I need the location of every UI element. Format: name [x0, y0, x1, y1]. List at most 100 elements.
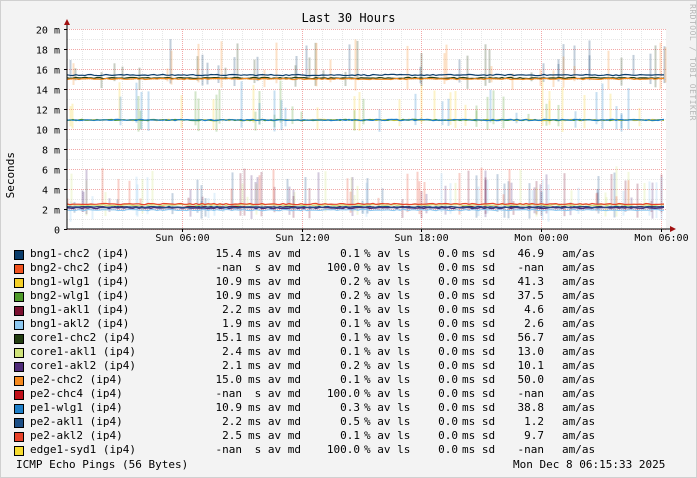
legend-avg-unit: ms av md: [248, 373, 301, 386]
legend-am-unit: am/as: [562, 247, 596, 260]
legend-swatch: [14, 292, 24, 302]
legend-loss-unit: % av ls: [364, 345, 411, 358]
legend-am-value: 9.7: [524, 429, 544, 442]
legend-swatch: [14, 362, 24, 372]
legend-loss-unit: % av ls: [364, 373, 411, 386]
legend-loss-value: 0.1: [340, 331, 360, 344]
legend-loss-value: 0.2: [340, 359, 360, 372]
legend-am-value: -nan: [517, 443, 545, 456]
x-axis-ticks: Sun 06:00 Sun 12:00 Sun 18:00 Mon 00:00 Mon …: [155, 229, 689, 244]
legend-avg-value: -nan: [215, 261, 243, 274]
y-tick-label: 10 m: [36, 126, 60, 137]
plot-background: [67, 29, 666, 229]
legend-am-unit: am/as: [562, 415, 596, 428]
legend-swatch: [14, 390, 24, 400]
y-tick-label: 8 m: [42, 146, 60, 157]
legend-avg-value: 10.9: [215, 275, 243, 288]
legend-avg-unit: ms av md: [248, 247, 301, 260]
legend-series-name: bng2-chc2 (ip4): [30, 261, 130, 274]
series-line: [66, 73, 664, 77]
y-tick-label: 6 m: [42, 166, 60, 177]
legend-am-value: -nan: [517, 387, 545, 400]
legend-series-name: core1-akl1 (ip4): [30, 345, 136, 358]
y-tick-label: 2 m: [42, 206, 60, 217]
chart-title: Last 30 Hours: [301, 11, 396, 25]
legend-am-unit: am/as: [562, 345, 596, 358]
legend-sd-unit: ms sd: [462, 443, 496, 456]
legend-swatch: [14, 264, 24, 274]
legend-am-unit: am/as: [562, 317, 596, 330]
legend-loss-unit: % av ls: [364, 401, 411, 414]
legend-loss-value: 0.1: [340, 373, 360, 386]
legend-series-name: bng1-akl2 (ip4): [30, 317, 130, 330]
footer-timestamp: Mon Dec 8 06:15:33 2025: [513, 458, 666, 471]
legend-am-unit: am/as: [562, 289, 596, 302]
legend-sd-unit: ms sd: [462, 359, 496, 372]
y-tick-label: 16 m: [36, 66, 60, 77]
legend-series-name: pe2-akl2 (ip4): [30, 429, 123, 442]
legend-loss-unit: % av ls: [364, 289, 411, 302]
legend-avg-unit: ms av md: [248, 345, 301, 358]
series-line: [66, 77, 664, 81]
legend-avg-unit: ms av md: [248, 401, 301, 414]
legend-avg-value: 2.2: [222, 303, 242, 316]
legend-am-unit: am/as: [562, 359, 596, 372]
legend-sd-value: 0.0: [438, 429, 458, 442]
legend-swatch: [14, 250, 24, 260]
legend-loss-unit: % av ls: [364, 415, 411, 428]
x-tick-label: Mon 00:00: [514, 233, 568, 244]
legend-avg-value: 2.4: [222, 345, 242, 358]
legend-sd-value: 0.0: [438, 247, 458, 260]
legend-loss-unit: % av ls: [364, 261, 411, 274]
legend-loss-value: 0.3: [340, 401, 360, 414]
legend-am-value: 50.0: [517, 373, 545, 386]
plot-area: 0 2 m 4 m 6 m 8 m 10 m 12 m 14 m 16 m 18 m 20 m Su…: [36, 19, 689, 244]
legend-avg-value: 15.1: [215, 331, 243, 344]
y-axis-arrow: [64, 19, 70, 25]
legend-loss-unit: % av ls: [364, 331, 411, 344]
legend-sd-unit: ms sd: [462, 261, 496, 274]
legend-swatch: [14, 446, 24, 456]
series-lines: [66, 73, 665, 212]
legend-avg-value: 15.4: [215, 247, 243, 260]
legend-series-name: bng2-wlg1 (ip4): [30, 289, 130, 302]
legend-sd-unit: ms sd: [462, 345, 496, 358]
legend-sd-value: 0.0: [438, 359, 458, 372]
y-tick-label: 4 m: [42, 186, 60, 197]
legend-sd-unit: ms sd: [462, 303, 496, 316]
legend-am-value: 1.2: [524, 415, 544, 428]
legend-loss-value: 0.1: [340, 247, 360, 260]
legend-am-value: 46.9: [517, 247, 545, 260]
legend-sd-unit: ms sd: [462, 373, 496, 386]
legend-avg-unit: ms av md: [248, 303, 301, 316]
legend-sd-value: 0.0: [438, 331, 458, 344]
y-tick-label: 20 m: [36, 26, 60, 37]
legend-loss-value: 100.0: [326, 387, 360, 400]
legend-swatch: [14, 348, 24, 358]
y-tick-label: 12 m: [36, 106, 60, 117]
legend-swatch: [14, 334, 24, 344]
legend-loss-unit: % av ls: [364, 359, 411, 372]
legend-sd-value: 0.0: [438, 303, 458, 316]
legend-series-name: core1-chc2 (ip4): [30, 331, 136, 344]
legend-sd-unit: ms sd: [462, 415, 496, 428]
legend-series-name: pe1-wlg1 (ip4): [30, 401, 123, 414]
legend-am-unit: am/as: [562, 373, 596, 386]
legend-swatch: [14, 320, 24, 330]
legend-am-value: 13.0: [517, 345, 545, 358]
legend-sd-value: 0.0: [438, 443, 458, 456]
legend-sd-unit: ms sd: [462, 247, 496, 260]
legend-sd-unit: ms sd: [462, 317, 496, 330]
legend-avg-value: 10.9: [215, 401, 243, 414]
legend-avg-unit: ms av md: [248, 275, 301, 288]
legend-avg-unit: s av md: [248, 261, 301, 274]
legend-am-value: 56.7: [517, 331, 545, 344]
legend-loss-value: 0.1: [340, 429, 360, 442]
legend-loss-value: 0.1: [340, 317, 360, 330]
series-line: [66, 202, 665, 206]
legend-am-unit: am/as: [562, 401, 596, 414]
legend-am-value: 37.5: [517, 289, 545, 302]
x-axis-arrow: [670, 226, 676, 232]
legend-swatch: [14, 404, 24, 414]
legend-am-value: -nan: [517, 261, 545, 274]
